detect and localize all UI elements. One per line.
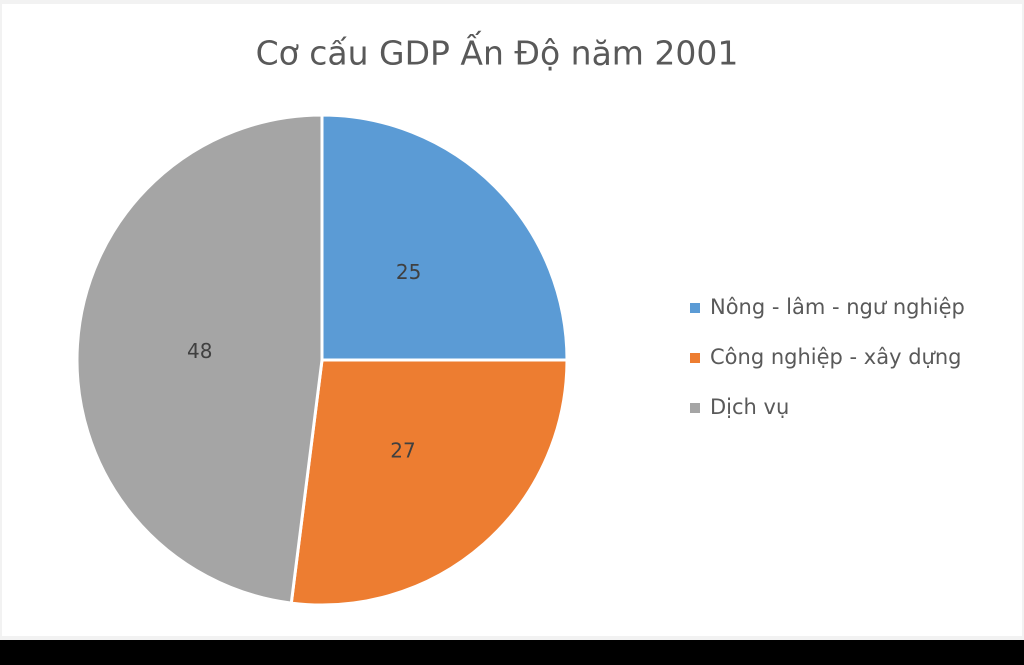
data-label: 27 [390,438,415,462]
chart-frame: Cơ cấu GDP Ấn Độ năm 2001 25 27 48 Nông - l… [0,0,1024,640]
pie-slice [320,113,569,362]
legend-swatch [690,353,700,363]
pie-slice [75,113,324,605]
chart: Cơ cấu GDP Ấn Độ năm 2001 25 27 48 Nông - l… [2,4,1022,636]
pie-slice [289,358,569,607]
chart-title: Cơ cấu GDP Ấn Độ năm 2001 [256,30,739,73]
legend-label: Dịch vụ [710,395,789,419]
legend-swatch [690,403,700,413]
legend-swatch [690,303,700,313]
data-label: 25 [396,260,421,284]
data-label: 48 [187,339,212,363]
legend-label: Công nghiệp - xây dựng [710,345,961,369]
legend-label: Nông - lâm - ngư nghiệp [710,295,965,319]
